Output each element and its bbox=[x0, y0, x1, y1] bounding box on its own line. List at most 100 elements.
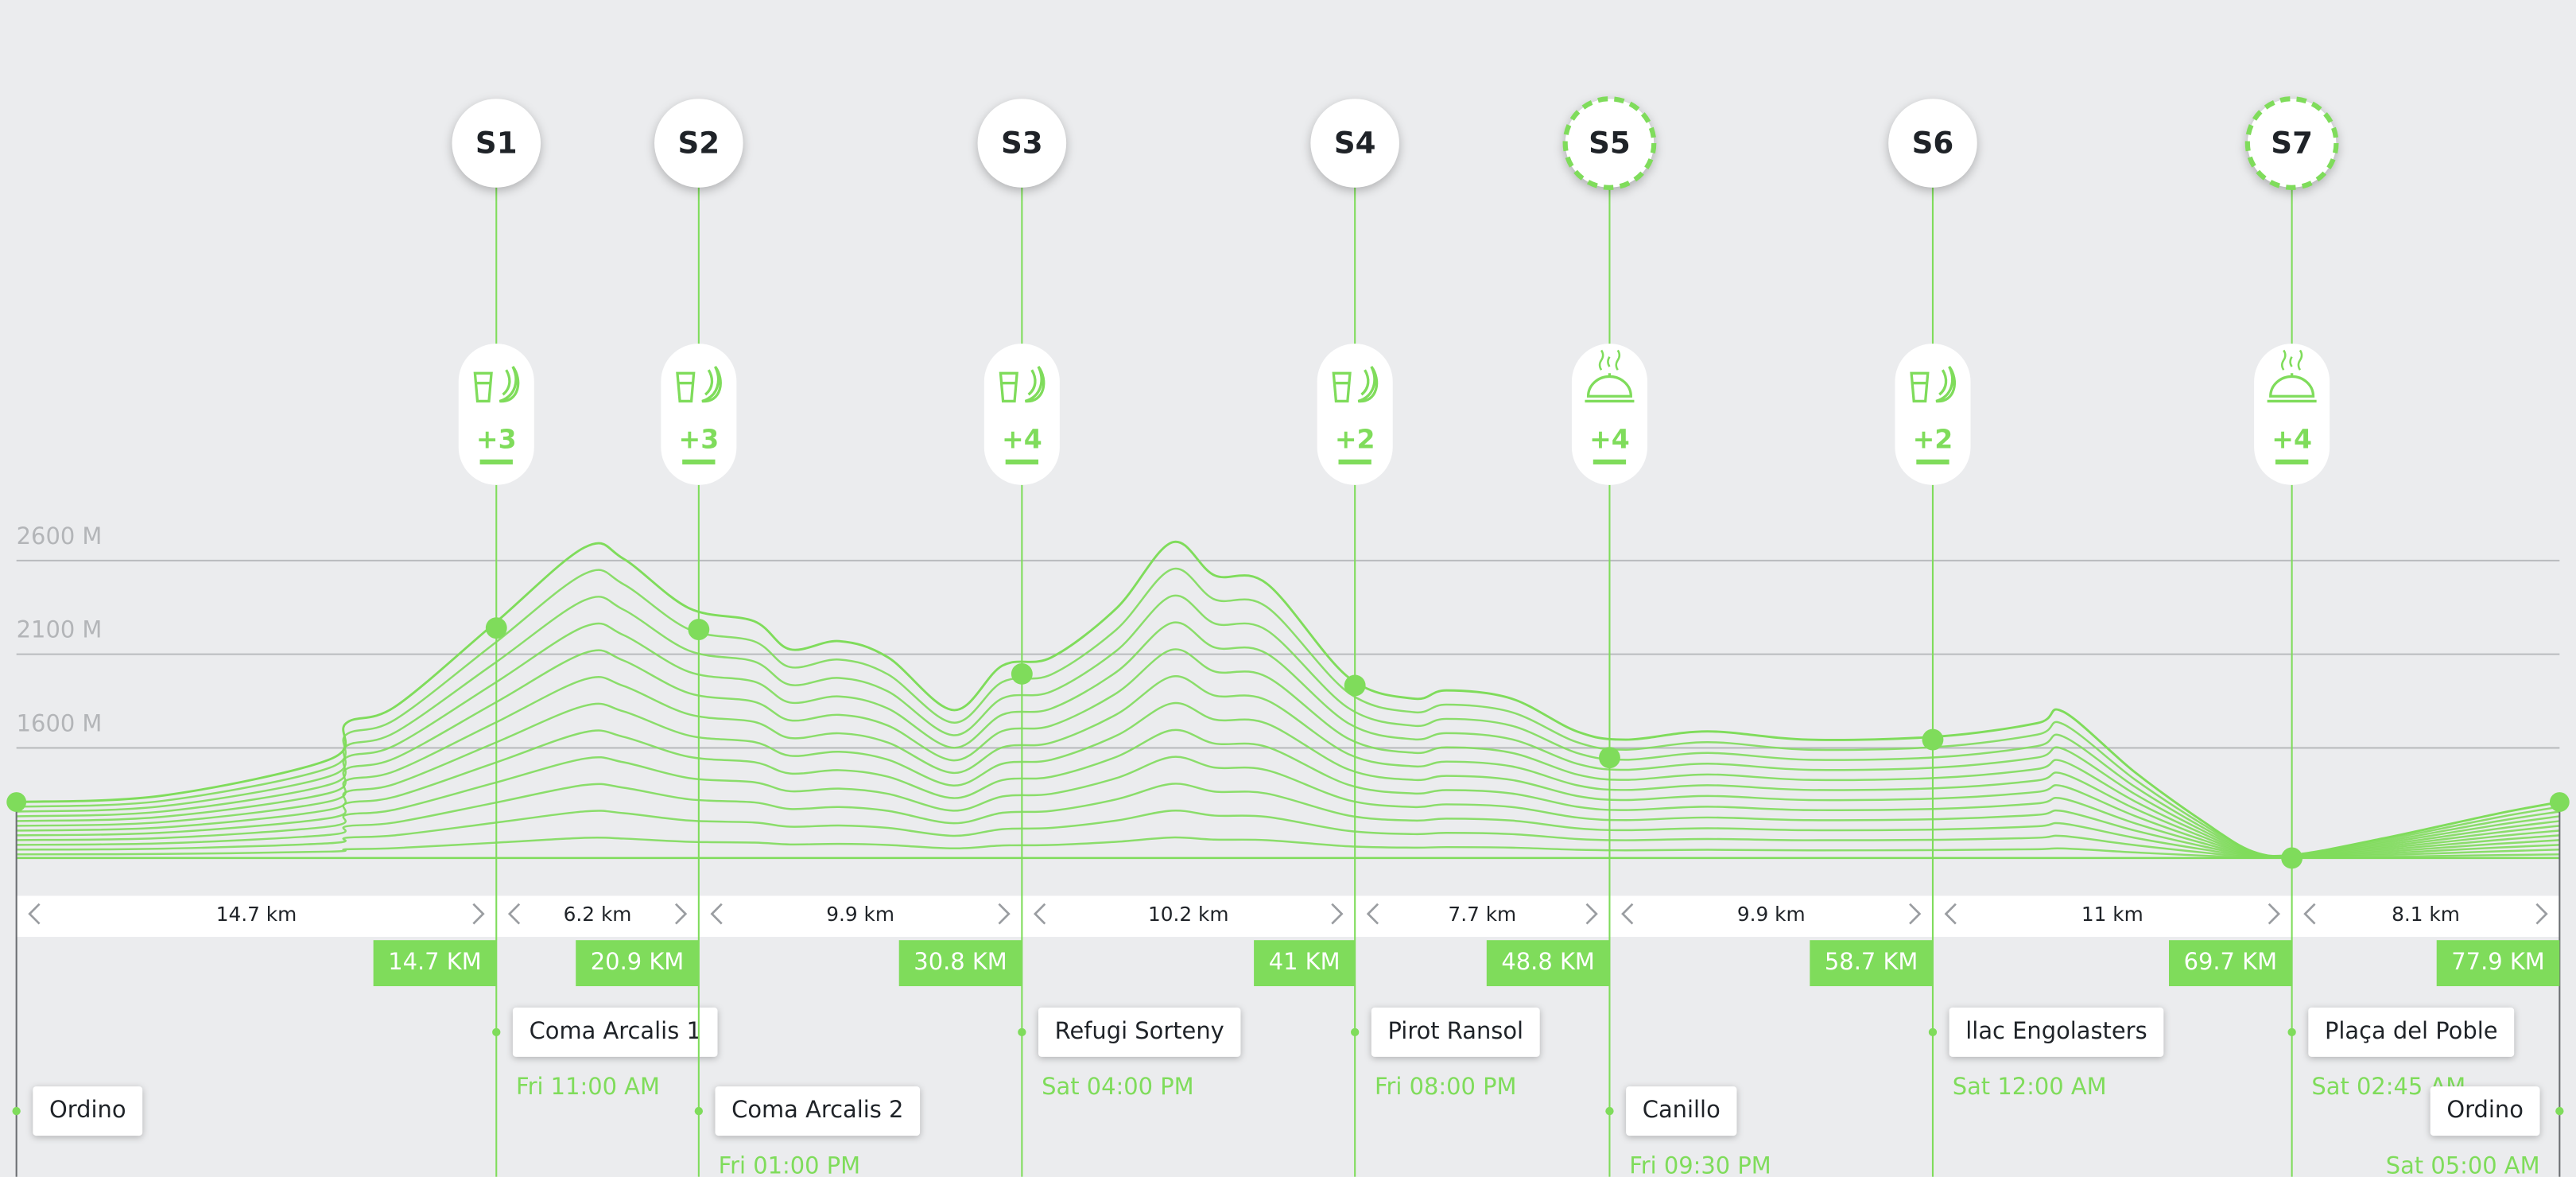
station-label: S2 bbox=[678, 126, 720, 161]
km-tag bbox=[898, 940, 1022, 987]
segment-bar bbox=[2291, 895, 2560, 938]
station-label: S1 bbox=[475, 126, 518, 161]
segment-next-arrow bbox=[2268, 903, 2280, 925]
segment-next-arrow bbox=[1909, 903, 1922, 925]
segment-prev-arrow bbox=[507, 903, 521, 925]
km-tag-label: 58.7 KM bbox=[1825, 948, 1918, 975]
supply-count: +2 bbox=[1335, 424, 1375, 455]
segment-distance: 9.9 km bbox=[1737, 903, 1806, 926]
place-label: Canillo bbox=[1626, 1086, 1737, 1136]
place-label: Ordino bbox=[33, 1086, 143, 1136]
place-dot bbox=[2555, 1106, 2564, 1116]
place-label: Coma Arcalis 2 bbox=[715, 1086, 921, 1136]
segment-next-arrow bbox=[674, 903, 688, 925]
segment-prev-arrow bbox=[1366, 903, 1379, 925]
icon-steam bbox=[2280, 349, 2303, 371]
station-point bbox=[2281, 847, 2303, 869]
station-label: S3 bbox=[1001, 126, 1043, 161]
profile-layer bbox=[16, 728, 2560, 859]
supply-badge: +4 bbox=[2254, 344, 2330, 485]
segment-distance: 11 km bbox=[2081, 903, 2143, 926]
segment-prev-arrow bbox=[1033, 903, 1046, 925]
place-label: Plaça del Poble bbox=[2308, 1007, 2515, 1057]
icon-steam bbox=[1598, 349, 1621, 371]
km-tag bbox=[1254, 940, 1356, 987]
place-name: Pirot Ransol bbox=[1388, 1017, 1524, 1044]
segment-distance: 6.2 km bbox=[564, 903, 632, 926]
icon-cup bbox=[1910, 371, 1930, 403]
place-time: Fri 08:00 PM bbox=[1375, 1073, 1517, 1100]
km-tag-label: 14.7 KM bbox=[388, 948, 481, 975]
place-name: Ordino bbox=[2446, 1096, 2524, 1123]
place-time: Fri 11:00 AM bbox=[516, 1073, 660, 1100]
km-tag-label: 69.7 KM bbox=[2184, 948, 2277, 975]
segment-bar bbox=[496, 895, 699, 938]
segment-bar bbox=[1022, 895, 1356, 938]
supply-pill bbox=[1571, 344, 1647, 485]
station-marker bbox=[1888, 99, 1977, 188]
icon-banana bbox=[1357, 366, 1379, 403]
segment-prev-arrow bbox=[1621, 903, 1634, 925]
supply-pill bbox=[2254, 344, 2330, 485]
place-name: Canillo bbox=[1643, 1096, 1721, 1123]
segment-next-arrow bbox=[2535, 903, 2548, 925]
supply-badge: +4 bbox=[1571, 344, 1647, 485]
station-point bbox=[1599, 747, 1620, 769]
station-marker bbox=[654, 99, 743, 188]
place-time: Fri 01:00 PM bbox=[719, 1152, 860, 1177]
place-label: Coma Arcalis 1 bbox=[512, 1007, 718, 1057]
segment-distance: 8.1 km bbox=[2392, 903, 2460, 926]
station-marker bbox=[1310, 99, 1399, 188]
station-label: S7 bbox=[2271, 126, 2313, 161]
y-tick-label: 2100 M bbox=[17, 616, 103, 643]
y-tick-label: 1600 M bbox=[17, 710, 103, 737]
segment-distance: 14.7 km bbox=[216, 903, 297, 926]
place-name: Ordino bbox=[49, 1096, 126, 1123]
place-box bbox=[2430, 1086, 2540, 1136]
segment-prev-arrow bbox=[2303, 903, 2316, 925]
y-tick-label: 2600 M bbox=[17, 522, 103, 550]
profile-layer bbox=[16, 648, 2560, 858]
place-name: Refugi Sorteny bbox=[1055, 1017, 1224, 1044]
station-point bbox=[1922, 728, 1944, 751]
profile-layer bbox=[16, 567, 2560, 857]
station-point bbox=[485, 617, 507, 639]
place-box bbox=[1038, 1007, 1241, 1057]
icon-cup bbox=[676, 371, 696, 403]
segment-prev-arrow bbox=[28, 903, 41, 925]
km-tag bbox=[1810, 940, 1933, 987]
km-tag bbox=[2436, 940, 2560, 987]
supply-count: +3 bbox=[679, 424, 720, 455]
segment-next-arrow bbox=[472, 903, 485, 925]
profile-layer bbox=[16, 836, 2560, 859]
place-box bbox=[1371, 1007, 1540, 1057]
km-tag-label: 48.8 KM bbox=[1501, 948, 1594, 975]
place-name: Coma Arcalis 1 bbox=[530, 1017, 701, 1044]
place-dot bbox=[1605, 1106, 1614, 1116]
place-label: Ordino bbox=[2430, 1086, 2540, 1136]
profile-layer bbox=[16, 675, 2560, 858]
supply-badge: +3 bbox=[661, 344, 737, 485]
segment-prev-arrow bbox=[1944, 903, 1957, 925]
place-dot bbox=[1928, 1027, 1938, 1037]
profile-layer bbox=[16, 701, 2560, 858]
km-tag bbox=[2168, 940, 2292, 987]
profile-layer bbox=[16, 621, 2560, 858]
place-name: Plaça del Poble bbox=[2325, 1017, 2498, 1044]
station-point bbox=[1344, 674, 1366, 697]
place-dot bbox=[2287, 1027, 2296, 1037]
segment-distance: 9.9 km bbox=[826, 903, 894, 926]
place-time: Sat 04:00 PM bbox=[1042, 1073, 1193, 1100]
place-box bbox=[1626, 1086, 1737, 1136]
km-tag-label: 30.8 KM bbox=[914, 948, 1007, 975]
station-marker bbox=[452, 99, 541, 188]
supply-badge: +2 bbox=[1317, 344, 1393, 485]
place-dot bbox=[1351, 1027, 1360, 1037]
place-dot bbox=[694, 1106, 704, 1116]
station-point bbox=[1011, 662, 1033, 685]
place-time: Sat 05:00 AM bbox=[2386, 1152, 2540, 1177]
station-point bbox=[688, 619, 710, 640]
